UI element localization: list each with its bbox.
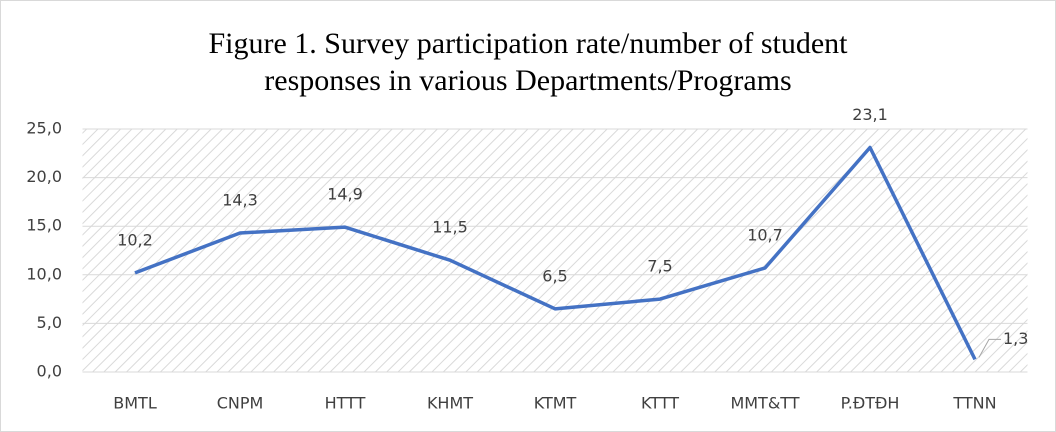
line-series: [134, 145, 977, 361]
x-tick-label: HTTT: [325, 394, 366, 413]
x-tick-label: CNPM: [217, 394, 264, 413]
x-tick-label: MMT&TT: [730, 394, 799, 413]
x-tick-label: KHMT: [427, 394, 473, 413]
y-tick-label: 25,0: [26, 119, 62, 138]
chart-title: responses in various Departments/Program…: [264, 64, 791, 97]
data-label: 14,3: [222, 191, 258, 210]
x-tick-label: P.ĐTĐH: [841, 394, 900, 413]
chart-title: Figure 1. Survey participation rate/numb…: [208, 27, 848, 60]
data-label: 1,3: [1003, 329, 1028, 348]
data-label: 14,9: [327, 185, 363, 204]
data-label: 10,2: [117, 230, 153, 249]
data-label: 6,5: [542, 266, 567, 285]
y-tick-label: 10,0: [26, 264, 62, 283]
leader-line: [978, 338, 1001, 358]
x-tick-label: KTTT: [641, 394, 679, 413]
data-label: 10,7: [747, 225, 783, 244]
y-tick-label: 0,0: [37, 362, 62, 381]
plot-area: [82, 129, 1028, 372]
data-label: 23,1: [852, 105, 888, 124]
data-label: 7,5: [647, 257, 672, 276]
y-tick-label: 15,0: [26, 216, 62, 235]
x-tick-label: KTMT: [534, 394, 577, 413]
y-tick-label: 5,0: [37, 313, 62, 332]
x-tick-label: BMTL: [113, 394, 157, 413]
data-label: 11,5: [432, 218, 468, 237]
x-tick-label: TTNN: [952, 394, 996, 413]
y-tick-label: 20,0: [26, 167, 62, 186]
